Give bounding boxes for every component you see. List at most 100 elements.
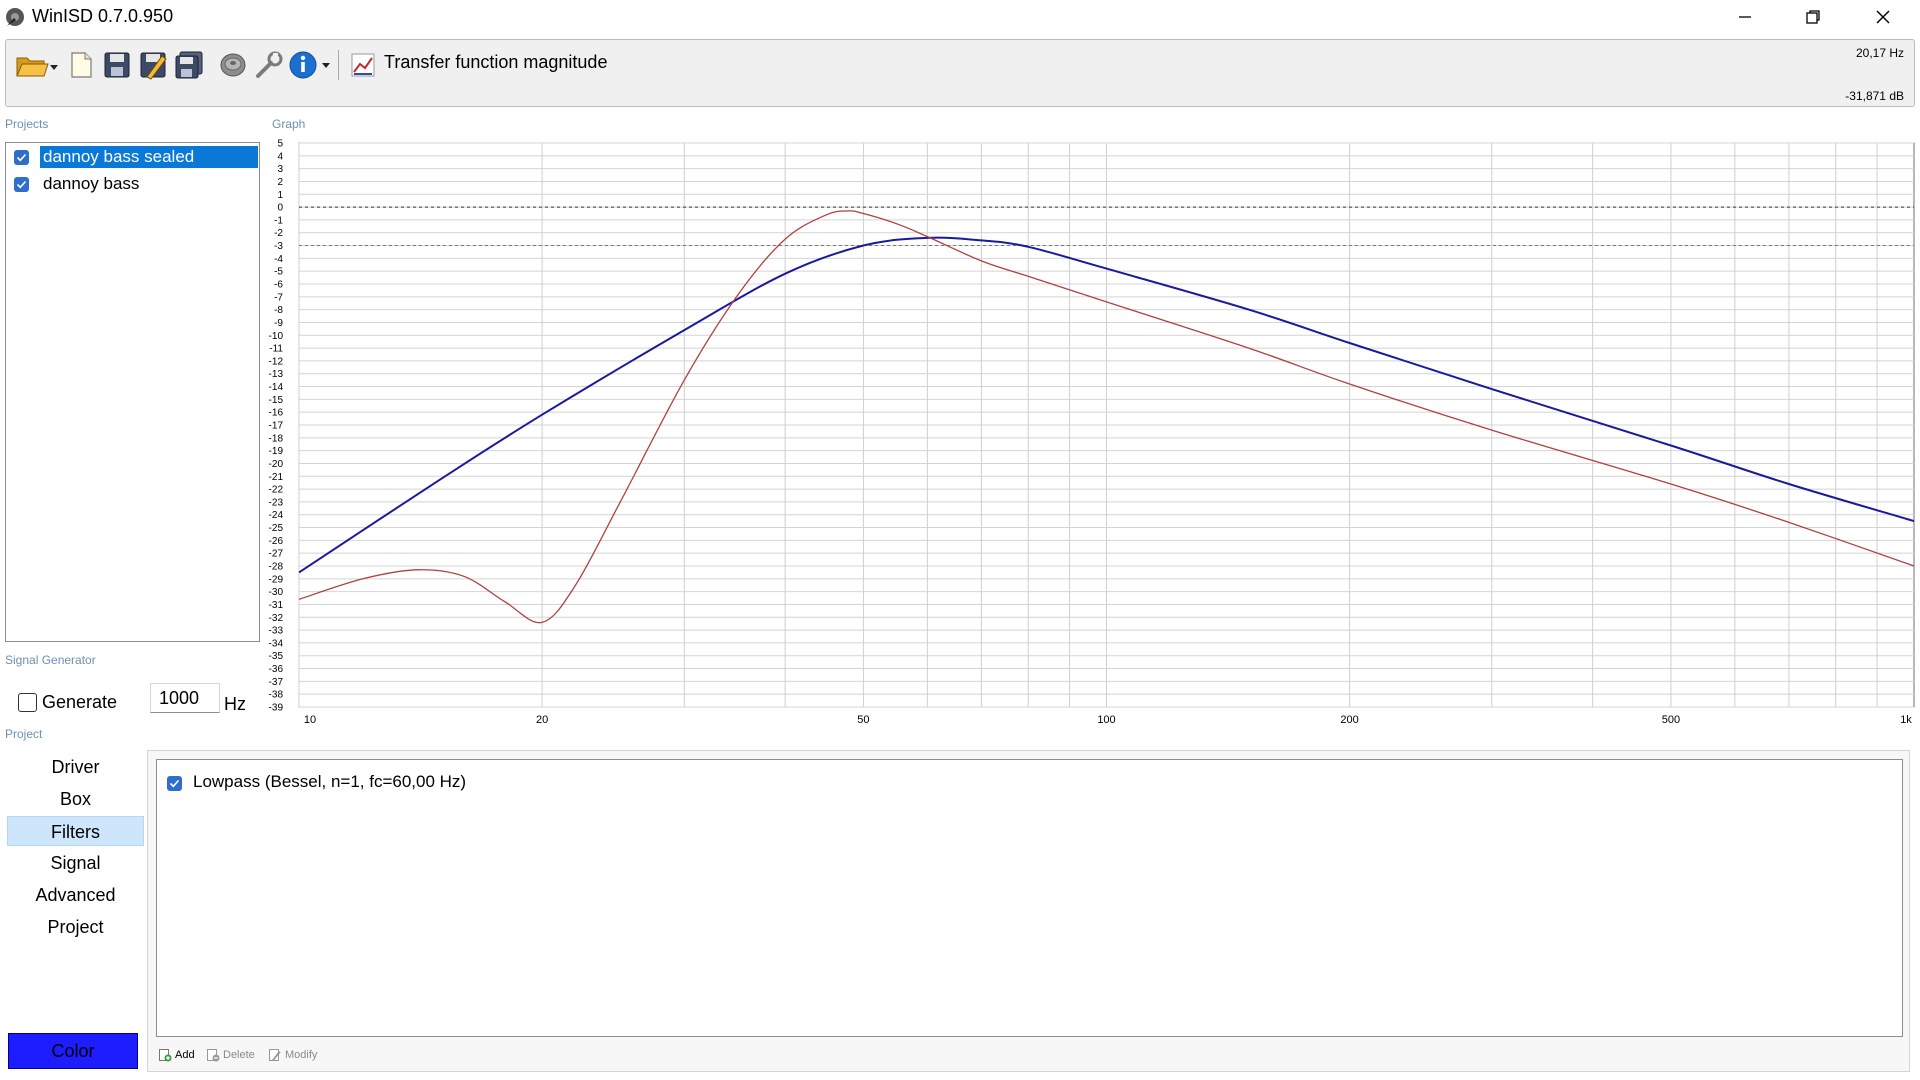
- y-tick-label: -9: [274, 318, 283, 329]
- transfer-function-graph[interactable]: 543210-1-2-3-4-5-6-7-8-9-10-11-12-13-14-…: [262, 135, 1917, 725]
- nav-advanced[interactable]: Advanced: [35, 885, 116, 905]
- y-tick-label: -38: [269, 690, 284, 701]
- modify-filter-label: Modify: [285, 1049, 318, 1061]
- y-tick-label: -34: [269, 638, 284, 649]
- delete-filter-button[interactable]: Delete: [206, 1045, 255, 1065]
- frequency-unit-label: Hz: [224, 694, 246, 714]
- save-as-icon: [140, 52, 167, 80]
- help-button[interactable]: [288, 48, 334, 82]
- y-tick-label: -19: [269, 446, 284, 457]
- open-project-button[interactable]: [14, 48, 60, 82]
- y-tick-label: -26: [269, 536, 284, 547]
- y-tick-label: -2: [274, 228, 283, 239]
- graph-section-label: Graph: [272, 117, 306, 131]
- series-line-blue: [298, 236, 1915, 574]
- graph-type-button[interactable]: [346, 48, 380, 82]
- y-tick-label: 2: [277, 177, 283, 188]
- project-checkbox[interactable]: [14, 149, 29, 165]
- y-tick-label: -35: [269, 651, 284, 662]
- y-tick-label: 0: [277, 203, 283, 214]
- save-as-button[interactable]: [136, 48, 170, 82]
- nav-signal[interactable]: Signal: [50, 853, 101, 873]
- open-folder-icon: [16, 57, 58, 77]
- nav-project[interactable]: Project: [47, 917, 104, 937]
- y-tick-label: -13: [269, 369, 284, 380]
- y-tick-label: -24: [269, 510, 284, 521]
- restore-icon: [1806, 10, 1820, 24]
- minimize-icon: [1739, 16, 1751, 18]
- speaker-icon: [220, 53, 246, 77]
- y-tick-label: -30: [269, 587, 284, 598]
- delete-filter-label: Delete: [223, 1049, 255, 1061]
- graph-type-label[interactable]: Transfer function magnitude: [384, 52, 608, 72]
- series-line-red: [298, 210, 1915, 624]
- y-tick-label: -29: [269, 574, 284, 585]
- project-name: dannoy bass sealed: [40, 146, 258, 168]
- graph-icon: [351, 53, 375, 77]
- nav-filters[interactable]: Filters: [7, 816, 144, 846]
- y-tick-label: -12: [269, 356, 284, 367]
- y-tick-label: 3: [277, 164, 283, 175]
- new-document-icon: [71, 52, 92, 78]
- y-tick-label: -37: [269, 677, 284, 688]
- close-icon: [1876, 10, 1890, 24]
- y-tick-label: -31: [269, 600, 284, 611]
- pencil-icon: [269, 1049, 281, 1061]
- project-item[interactable]: dannoy bass sealed: [6, 144, 259, 170]
- options-button[interactable]: [252, 48, 286, 82]
- filters-panel: Lowpass (Bessel, n=1, fc=60,00 Hz) Add D…: [147, 750, 1910, 1072]
- nav-box[interactable]: Box: [59, 789, 92, 809]
- x-tick-label: 100: [1097, 714, 1115, 725]
- minimize-button[interactable]: [1710, 0, 1780, 34]
- generate-checkbox[interactable]: [18, 693, 37, 712]
- x-tick-label: 200: [1340, 714, 1358, 725]
- save-button[interactable]: [100, 48, 134, 82]
- y-tick-label: -27: [269, 549, 284, 560]
- add-filter-button[interactable]: Add: [158, 1045, 195, 1065]
- check-icon: [16, 153, 27, 161]
- y-tick-label: -25: [269, 523, 284, 534]
- y-tick-label: -39: [269, 703, 284, 714]
- y-tick-label: -5: [274, 267, 283, 278]
- nav-driver[interactable]: Driver: [51, 757, 100, 777]
- x-tick-label: 10: [304, 714, 316, 725]
- y-tick-label: -28: [269, 562, 284, 573]
- generate-label: Generate: [42, 692, 118, 712]
- projects-section-label: Projects: [5, 117, 49, 131]
- close-button[interactable]: [1848, 0, 1918, 34]
- y-tick-label: -10: [269, 331, 284, 342]
- new-project-button[interactable]: [64, 48, 98, 82]
- project-item[interactable]: dannoy bass: [6, 171, 259, 197]
- project-checkbox[interactable]: [14, 176, 29, 192]
- generator-frequency-input[interactable]: [150, 683, 220, 713]
- y-tick-label: -8: [274, 305, 283, 316]
- toolbar-separator: [338, 50, 339, 80]
- x-tick-label: 1k: [1900, 714, 1912, 725]
- modify-filter-button[interactable]: Modify: [268, 1045, 317, 1065]
- filter-checkbox[interactable]: [167, 776, 182, 791]
- filter-label: Lowpass (Bessel, n=1, fc=60,00 Hz): [193, 772, 467, 791]
- restore-button[interactable]: [1778, 0, 1848, 34]
- title-bar: WinISD 0.7.0.950: [0, 0, 1920, 34]
- y-tick-label: -23: [269, 497, 284, 508]
- driver-editor-button[interactable]: [216, 48, 250, 82]
- y-tick-label: -33: [269, 626, 284, 637]
- color-button[interactable]: Color: [8, 1033, 138, 1069]
- app-speaker-icon: [4, 6, 26, 28]
- y-tick-label: -1: [274, 215, 283, 226]
- y-tick-label: -7: [274, 292, 283, 303]
- y-tick-label: -20: [269, 459, 284, 470]
- x-tick-label: 50: [857, 714, 869, 725]
- y-tick-label: -22: [269, 485, 284, 496]
- window-title: WinISD 0.7.0.950: [32, 6, 174, 26]
- add-icon: [159, 1049, 172, 1062]
- y-tick-label: 5: [277, 139, 283, 150]
- info-icon: [289, 51, 330, 79]
- y-tick-label: -16: [269, 408, 284, 419]
- save-all-button[interactable]: [172, 48, 206, 82]
- signal-generator-section-label: Signal Generator: [5, 653, 96, 667]
- check-icon: [169, 779, 180, 788]
- y-tick-label: -32: [269, 613, 284, 624]
- y-tick-label: -17: [269, 421, 284, 432]
